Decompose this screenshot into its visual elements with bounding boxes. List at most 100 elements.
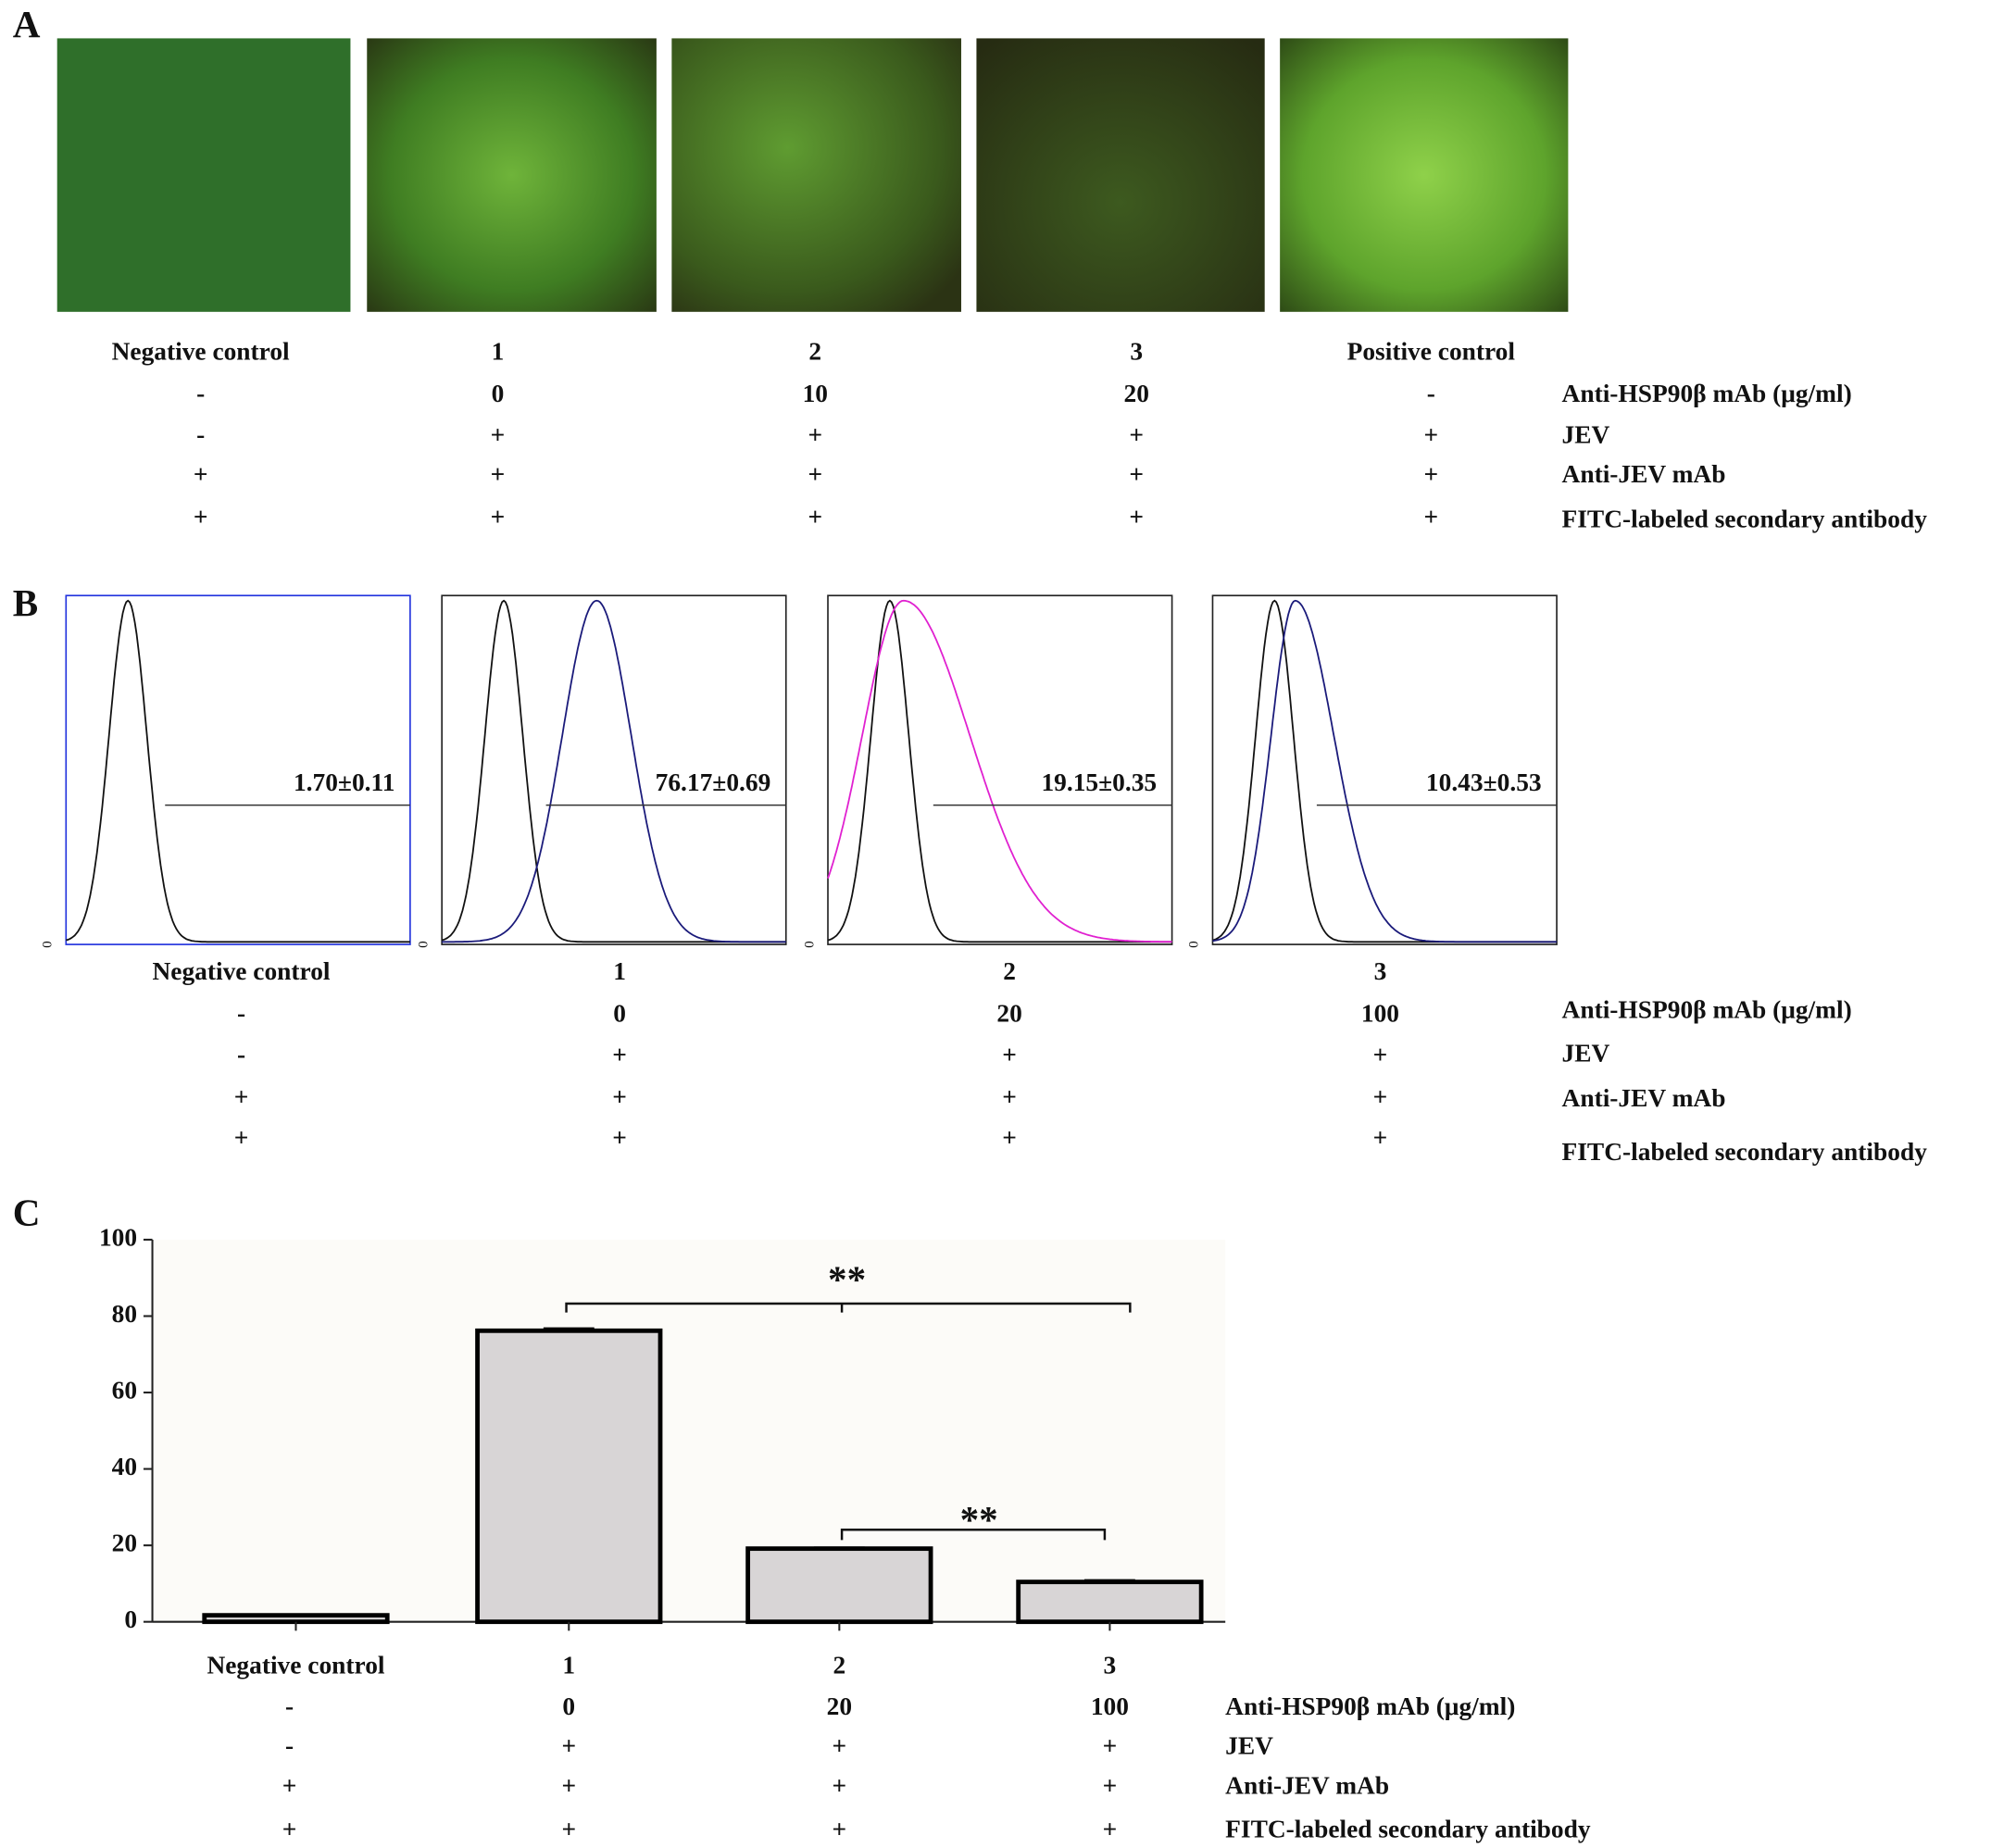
cell: + xyxy=(561,1770,576,1799)
cell: + xyxy=(1424,419,1439,448)
cell: + xyxy=(1129,459,1144,488)
cell: - xyxy=(237,999,245,1028)
micrograph xyxy=(671,38,961,312)
cell: + xyxy=(612,1123,627,1152)
panel-label: A xyxy=(13,3,41,45)
row-name: FITC-labeled secondary antibody xyxy=(1562,504,1928,532)
cell: 20 xyxy=(827,1692,852,1720)
y-tick-label: 80 xyxy=(112,1299,137,1328)
cell: 0 xyxy=(613,999,626,1028)
row-name: JEV xyxy=(1562,419,1610,448)
significance-bracket xyxy=(840,1529,1107,1541)
cell: + xyxy=(234,1081,249,1110)
cell: 100 xyxy=(1091,1692,1129,1720)
histogram-frame xyxy=(827,594,1173,945)
bar xyxy=(745,1546,933,1625)
cell: + xyxy=(1424,502,1439,531)
column-label: 1 xyxy=(613,956,626,985)
cell: 10 xyxy=(803,379,828,407)
row-name: FITC-labeled secondary antibody xyxy=(1225,1814,1591,1842)
cell: - xyxy=(285,1731,294,1760)
cell: - xyxy=(196,419,205,448)
cell: + xyxy=(1373,1040,1388,1068)
cell: - xyxy=(237,1040,245,1068)
column-label: 3 xyxy=(1374,956,1387,985)
cell: + xyxy=(491,459,506,488)
y-tick-label: 100 xyxy=(99,1222,137,1251)
panel-label: B xyxy=(13,581,38,624)
cell: + xyxy=(491,419,506,448)
cell: + xyxy=(194,459,208,488)
cell: + xyxy=(1424,459,1439,488)
x-tick-label: 2 xyxy=(833,1651,845,1679)
cell: 0 xyxy=(562,1692,575,1720)
cell: + xyxy=(561,1731,576,1760)
panel-label: C xyxy=(13,1191,41,1233)
significance-marker: ** xyxy=(828,1257,866,1300)
gate-percentage: 19.15±0.35 xyxy=(1041,768,1157,796)
cell: + xyxy=(1002,1040,1017,1068)
cell: + xyxy=(1129,419,1144,448)
cell: + xyxy=(808,502,822,531)
column-label: Negative control xyxy=(112,337,290,366)
cell: + xyxy=(1103,1814,1118,1842)
significance-bracket xyxy=(565,1302,1132,1313)
row-name: Anti-HSP90β mAb (μg/ml) xyxy=(1225,1692,1515,1720)
cell: + xyxy=(612,1040,627,1068)
cell: + xyxy=(612,1081,627,1110)
cell: + xyxy=(1373,1081,1388,1110)
cell: + xyxy=(833,1770,847,1799)
cell: + xyxy=(833,1731,847,1760)
cell: + xyxy=(1373,1123,1388,1152)
cell: - xyxy=(1427,379,1435,407)
plot-area xyxy=(152,1239,1226,1622)
axis-zero: 0 xyxy=(41,941,56,948)
row-name: JEV xyxy=(1225,1731,1273,1760)
cell: + xyxy=(282,1770,297,1799)
row-name: Anti-JEV mAb xyxy=(1225,1770,1389,1799)
y-tick-label: 0 xyxy=(124,1605,137,1633)
column-label: 1 xyxy=(492,337,505,366)
histogram-curve xyxy=(827,599,1172,943)
row-name: Anti-JEV mAb xyxy=(1562,459,1726,488)
x-tick-label: 1 xyxy=(562,1651,575,1679)
micrograph xyxy=(976,38,1265,312)
cell: + xyxy=(1103,1731,1118,1760)
gate-percentage: 1.70±0.11 xyxy=(294,768,394,796)
row-name: Anti-HSP90β mAb (μg/ml) xyxy=(1562,379,1852,407)
x-tick-label: 3 xyxy=(1104,1651,1117,1679)
micrograph xyxy=(367,38,657,312)
cell: + xyxy=(1002,1123,1017,1152)
cell: + xyxy=(282,1814,297,1842)
cell: + xyxy=(1103,1770,1118,1799)
cell: + xyxy=(234,1123,249,1152)
cell: + xyxy=(808,419,822,448)
cell: 100 xyxy=(1361,999,1399,1028)
histogram-frame xyxy=(1211,594,1558,945)
bar xyxy=(1016,1580,1204,1625)
cell: + xyxy=(561,1814,576,1842)
micrograph xyxy=(56,38,351,312)
axis-zero: 0 xyxy=(416,941,431,948)
cell: + xyxy=(1129,502,1144,531)
axis-zero: 0 xyxy=(1187,941,1202,948)
histogram-curve xyxy=(66,599,410,943)
cell: 20 xyxy=(1123,379,1148,407)
histogram-curve xyxy=(827,599,1172,943)
cell: + xyxy=(491,502,506,531)
histogram-curve xyxy=(442,599,786,943)
cell: 0 xyxy=(492,379,505,407)
cell: 20 xyxy=(996,999,1021,1028)
cell: + xyxy=(194,502,208,531)
cell: + xyxy=(1002,1081,1017,1110)
bar xyxy=(475,1328,663,1625)
y-tick-label: 40 xyxy=(112,1452,137,1480)
histogram-curve xyxy=(1212,599,1558,943)
cell: + xyxy=(808,459,822,488)
histogram-frame xyxy=(65,594,411,945)
row-name: FITC-labeled secondary antibody xyxy=(1562,1137,1928,1166)
micrograph xyxy=(1280,38,1569,312)
cell: - xyxy=(196,379,205,407)
gate-percentage: 76.17±0.69 xyxy=(656,768,771,796)
cell: - xyxy=(285,1692,294,1720)
